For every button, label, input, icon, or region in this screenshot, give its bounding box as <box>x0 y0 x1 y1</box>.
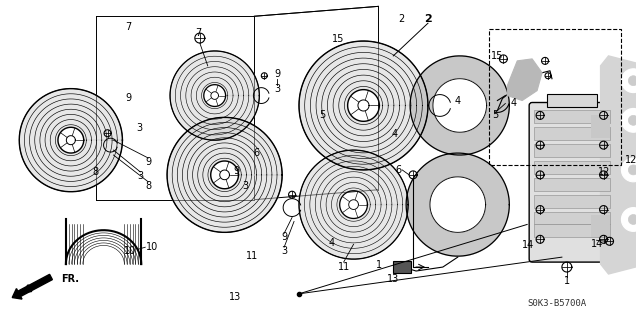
Text: 3: 3 <box>281 246 287 256</box>
Text: 7: 7 <box>125 22 131 32</box>
Polygon shape <box>508 59 542 100</box>
Polygon shape <box>410 56 509 155</box>
Polygon shape <box>19 89 122 192</box>
Text: 15: 15 <box>492 51 504 61</box>
Text: 14: 14 <box>591 239 603 249</box>
Bar <box>534 161 609 174</box>
Text: 1: 1 <box>564 276 570 286</box>
Bar <box>393 261 411 273</box>
Circle shape <box>621 69 640 93</box>
Circle shape <box>621 208 640 231</box>
Text: 3: 3 <box>137 123 143 133</box>
Text: 3: 3 <box>137 171 143 181</box>
Text: 8: 8 <box>145 181 151 191</box>
Text: 10: 10 <box>124 246 136 256</box>
Circle shape <box>628 214 638 225</box>
Text: 9: 9 <box>281 232 287 242</box>
Bar <box>490 29 621 165</box>
Text: 7: 7 <box>195 28 201 38</box>
Text: 1: 1 <box>376 260 382 271</box>
Circle shape <box>621 158 640 182</box>
FancyArrow shape <box>12 274 52 299</box>
Text: 2: 2 <box>398 14 404 24</box>
Text: 11: 11 <box>337 262 350 272</box>
Text: 10: 10 <box>146 242 158 252</box>
Bar <box>591 214 609 236</box>
Text: 13: 13 <box>387 274 399 284</box>
Polygon shape <box>299 41 428 170</box>
Text: 15: 15 <box>332 34 344 44</box>
Text: 12: 12 <box>598 167 611 177</box>
Text: 9: 9 <box>125 93 131 103</box>
Circle shape <box>628 115 638 125</box>
Polygon shape <box>406 153 509 256</box>
Bar <box>534 225 609 237</box>
Text: 9: 9 <box>274 69 280 79</box>
Polygon shape <box>299 150 408 259</box>
Text: 4: 4 <box>392 129 398 139</box>
Circle shape <box>628 76 638 85</box>
Circle shape <box>628 165 638 175</box>
Polygon shape <box>600 56 640 274</box>
Bar <box>534 178 609 191</box>
Text: 9: 9 <box>233 166 239 175</box>
Text: 2: 2 <box>424 14 432 24</box>
Bar <box>534 211 609 225</box>
Bar <box>534 127 609 140</box>
Text: 5: 5 <box>319 110 325 120</box>
Bar <box>534 195 609 208</box>
Bar <box>534 110 609 123</box>
Text: 8: 8 <box>92 167 99 177</box>
Bar <box>534 144 609 157</box>
FancyBboxPatch shape <box>529 102 614 262</box>
Text: 4: 4 <box>454 95 461 106</box>
Text: 4: 4 <box>328 238 335 248</box>
Text: 13: 13 <box>229 292 241 302</box>
Text: S0K3-B5700A: S0K3-B5700A <box>527 299 586 308</box>
Circle shape <box>621 108 640 132</box>
Text: 6: 6 <box>253 148 260 158</box>
Polygon shape <box>430 177 486 232</box>
Text: 12: 12 <box>625 155 637 165</box>
Text: 14: 14 <box>522 240 534 250</box>
Polygon shape <box>433 79 486 132</box>
Text: 5: 5 <box>492 110 499 120</box>
Bar <box>591 115 609 137</box>
Text: FR.: FR. <box>61 274 79 284</box>
Text: 4: 4 <box>510 98 516 108</box>
Text: 9: 9 <box>145 157 151 167</box>
Text: 3: 3 <box>243 182 249 191</box>
Polygon shape <box>167 117 282 232</box>
Polygon shape <box>170 51 259 140</box>
Text: 11: 11 <box>246 251 259 261</box>
Bar <box>547 93 596 108</box>
Text: 6: 6 <box>395 165 401 175</box>
Text: 3: 3 <box>274 84 280 93</box>
